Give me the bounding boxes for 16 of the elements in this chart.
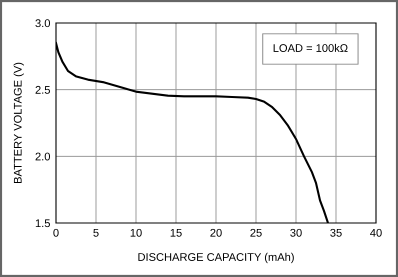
annotation: LOAD = 100kΩ [274, 44, 348, 52]
x-tick-label: 30 [290, 228, 302, 237]
x-tick-label: 5 [93, 228, 99, 237]
x-tick-label: 25 [250, 228, 262, 237]
x-axis-title: DISCHARGE CAPACITY (mAh) [138, 252, 294, 264]
x-tick-label: 0 [53, 228, 59, 237]
y-tick-label: 2.0 [36, 152, 50, 160]
x-tick-label: 40 [370, 228, 382, 237]
y-tick-label: 2.5 [36, 86, 50, 94]
y-tick-label: 3.0 [35, 19, 50, 28]
x-tick-label: 20 [210, 228, 222, 237]
x-tick-label: 35 [330, 228, 342, 237]
x-tick-label: 10 [130, 228, 142, 237]
x-tick-label: 15 [170, 228, 182, 237]
y-axis-title: BATTERY VOLTAGE (V) [14, 62, 24, 184]
y-tick-label: 1.5 [36, 219, 50, 228]
